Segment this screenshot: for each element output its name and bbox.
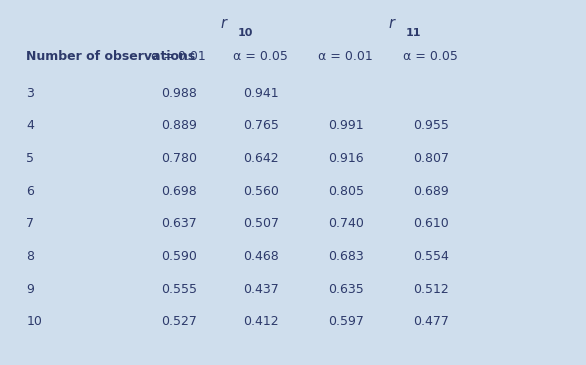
Text: 0.610: 0.610: [413, 217, 449, 230]
Text: 0.805: 0.805: [328, 185, 364, 197]
Text: 4: 4: [26, 119, 34, 132]
Text: 0.412: 0.412: [243, 315, 278, 328]
Text: 0.507: 0.507: [243, 217, 279, 230]
Text: 0.988: 0.988: [161, 87, 197, 100]
Text: 8: 8: [26, 250, 35, 263]
Text: 0.554: 0.554: [413, 250, 449, 263]
Text: 0.941: 0.941: [243, 87, 278, 100]
Text: 0.468: 0.468: [243, 250, 279, 263]
Text: 3: 3: [26, 87, 34, 100]
Text: 7: 7: [26, 217, 35, 230]
Text: 0.955: 0.955: [413, 119, 449, 132]
Text: 0.698: 0.698: [161, 185, 197, 197]
Text: α = 0.01: α = 0.01: [318, 50, 373, 63]
Text: α = 0.05: α = 0.05: [403, 50, 458, 63]
Text: 0.765: 0.765: [243, 119, 279, 132]
Text: 0.683: 0.683: [328, 250, 364, 263]
Text: 0.512: 0.512: [413, 283, 449, 296]
Text: $\mathit{r}$: $\mathit{r}$: [220, 16, 229, 31]
Text: 0.527: 0.527: [161, 315, 197, 328]
Text: 10: 10: [237, 28, 253, 38]
Text: 0.916: 0.916: [328, 152, 363, 165]
Text: α = 0.05: α = 0.05: [233, 50, 288, 63]
Text: 0.635: 0.635: [328, 283, 364, 296]
Text: 0.807: 0.807: [413, 152, 449, 165]
Text: 5: 5: [26, 152, 35, 165]
Text: $\mathit{r}$: $\mathit{r}$: [388, 16, 397, 31]
Text: 0.889: 0.889: [161, 119, 197, 132]
Text: 0.560: 0.560: [243, 185, 279, 197]
Text: 0.642: 0.642: [243, 152, 278, 165]
Text: 6: 6: [26, 185, 34, 197]
Text: α = 0.01: α = 0.01: [151, 50, 206, 63]
Text: 0.597: 0.597: [328, 315, 364, 328]
Text: 0.689: 0.689: [413, 185, 449, 197]
Text: 11: 11: [406, 28, 421, 38]
Text: 0.555: 0.555: [161, 283, 197, 296]
Text: 10: 10: [26, 315, 42, 328]
Text: Number of observations: Number of observations: [26, 50, 196, 63]
Text: 0.437: 0.437: [243, 283, 279, 296]
Text: 0.590: 0.590: [161, 250, 197, 263]
Text: 9: 9: [26, 283, 34, 296]
Text: 0.740: 0.740: [328, 217, 364, 230]
Text: 0.780: 0.780: [161, 152, 197, 165]
Text: 0.477: 0.477: [413, 315, 449, 328]
Text: 0.991: 0.991: [328, 119, 363, 132]
Text: 0.637: 0.637: [161, 217, 197, 230]
